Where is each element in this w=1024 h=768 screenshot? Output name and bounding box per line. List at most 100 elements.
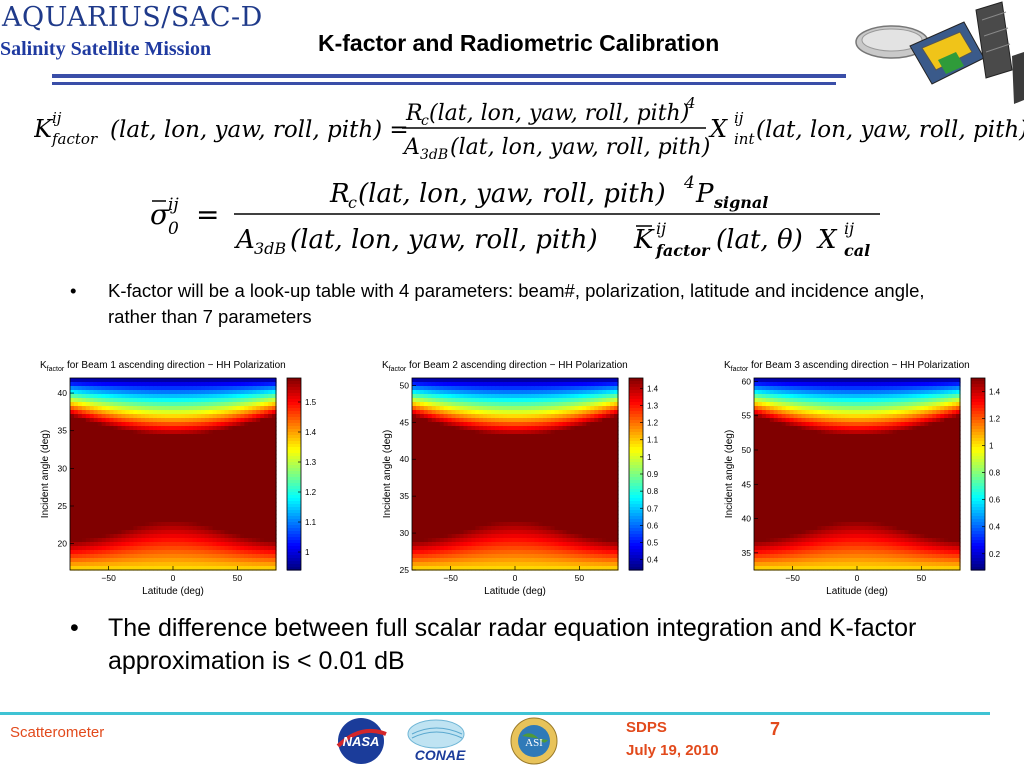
heatmap-cell xyxy=(554,430,560,435)
heatmap-cell xyxy=(153,534,158,539)
heatmap-cell xyxy=(570,478,576,483)
heatmap-cell xyxy=(165,502,170,507)
heatmap-cell xyxy=(173,542,178,547)
heatmap-cell xyxy=(431,554,437,559)
heatmap-cell xyxy=(507,450,512,455)
heatmap-cell xyxy=(180,386,186,391)
heatmap-cell xyxy=(236,394,241,399)
heatmap-cell xyxy=(431,498,437,503)
heatmap-cell xyxy=(165,538,170,543)
heatmap-cell xyxy=(443,506,449,511)
heatmap-cell xyxy=(606,458,611,463)
heatmap-cell xyxy=(85,474,91,479)
heatmap-cell xyxy=(240,474,245,479)
heatmap-cell xyxy=(431,486,437,491)
heatmap-cell xyxy=(431,538,437,543)
heatmap-cell xyxy=(105,494,111,499)
heatmap-cell xyxy=(105,518,111,523)
heatmap-cell xyxy=(423,462,429,467)
chart-title-k: K xyxy=(382,360,389,371)
heatmap-cell xyxy=(248,382,253,387)
heatmap-cell xyxy=(534,386,540,391)
heatmap-cell xyxy=(602,458,607,463)
heatmap-cell xyxy=(443,462,449,467)
heatmap-cell xyxy=(459,450,465,455)
heatmap-cell xyxy=(121,454,127,459)
heatmap-cell xyxy=(228,378,234,383)
heatmap-cell xyxy=(125,438,131,443)
heatmap-cell xyxy=(236,406,241,411)
heatmap-cell xyxy=(598,534,603,539)
heatmap-cell xyxy=(188,486,194,491)
heatmap-cell xyxy=(89,378,95,383)
heatmap-cell xyxy=(574,390,579,395)
heatmap-cell xyxy=(479,562,484,567)
heatmap-cell xyxy=(423,474,429,479)
heatmap-cell xyxy=(208,422,214,427)
heatmap-cell xyxy=(70,450,75,455)
heatmap-cell xyxy=(109,530,115,535)
heatmap-cell xyxy=(554,390,560,395)
heatmap-cell xyxy=(145,426,150,431)
heatmap-cell xyxy=(487,474,492,479)
heatmap-cell xyxy=(133,506,138,511)
heatmap-cell xyxy=(153,450,158,455)
heatmap-cell xyxy=(507,466,512,471)
heatmap-cell xyxy=(427,470,433,475)
heatmap-cell xyxy=(546,406,552,411)
heatmap-cell xyxy=(558,514,564,519)
heatmap-cell xyxy=(173,442,178,447)
heatmap-cell xyxy=(443,442,449,447)
heatmap-cell xyxy=(550,386,556,391)
heatmap-cell xyxy=(578,426,583,431)
heatmap-cell xyxy=(412,398,417,403)
heatmap-cell xyxy=(252,418,257,423)
heatmap-cell xyxy=(264,386,269,391)
heatmap-cell xyxy=(161,478,166,483)
heatmap-cell xyxy=(228,438,234,443)
heatmap-cell xyxy=(546,510,552,515)
heatmap-cell xyxy=(459,394,465,399)
heatmap-cell xyxy=(93,414,99,419)
heatmap-cell xyxy=(483,522,488,527)
heatmap-cell xyxy=(431,442,437,447)
heatmap-cell xyxy=(483,434,488,439)
heatmap-cell xyxy=(483,430,488,435)
heatmap-cell xyxy=(602,430,607,435)
colorbar-cell xyxy=(287,501,301,505)
heatmap-cell xyxy=(459,498,465,503)
heatmap-cell xyxy=(598,506,603,511)
heatmap-cell xyxy=(165,386,170,391)
heatmap-cell xyxy=(220,526,226,531)
heatmap-cell xyxy=(483,410,488,415)
heatmap-cell xyxy=(268,470,273,475)
heatmap-cell xyxy=(443,402,449,407)
heatmap-cell xyxy=(272,490,277,495)
heatmap-cell xyxy=(196,554,202,559)
heatmap-cell xyxy=(471,478,476,483)
heatmap-cell xyxy=(105,490,111,495)
heatmap-cell xyxy=(530,398,536,403)
heatmap-cell xyxy=(224,470,230,475)
heatmap-cell xyxy=(427,502,433,507)
heatmap-cell xyxy=(582,434,587,439)
heatmap-cell xyxy=(515,378,520,383)
heatmap-cell xyxy=(594,414,599,419)
heatmap-cell xyxy=(451,526,457,531)
heatmap-cell xyxy=(145,510,150,515)
heatmap-cell xyxy=(117,514,123,519)
heatmap-cell xyxy=(518,530,524,535)
heatmap-cell xyxy=(412,402,417,407)
heatmap-cell xyxy=(530,446,536,451)
heatmap-cell xyxy=(602,478,607,483)
heatmap-cell xyxy=(153,434,158,439)
heatmap-cell xyxy=(97,466,103,471)
heatmap-cell xyxy=(471,394,476,399)
heatmap-cell xyxy=(467,458,473,463)
heatmap-cell xyxy=(419,526,425,531)
heatmap-cell xyxy=(562,446,568,451)
heatmap-cell xyxy=(499,442,504,447)
heatmap-cell xyxy=(97,382,103,387)
heatmap-cell xyxy=(439,378,445,383)
heatmap-cell xyxy=(196,538,202,543)
